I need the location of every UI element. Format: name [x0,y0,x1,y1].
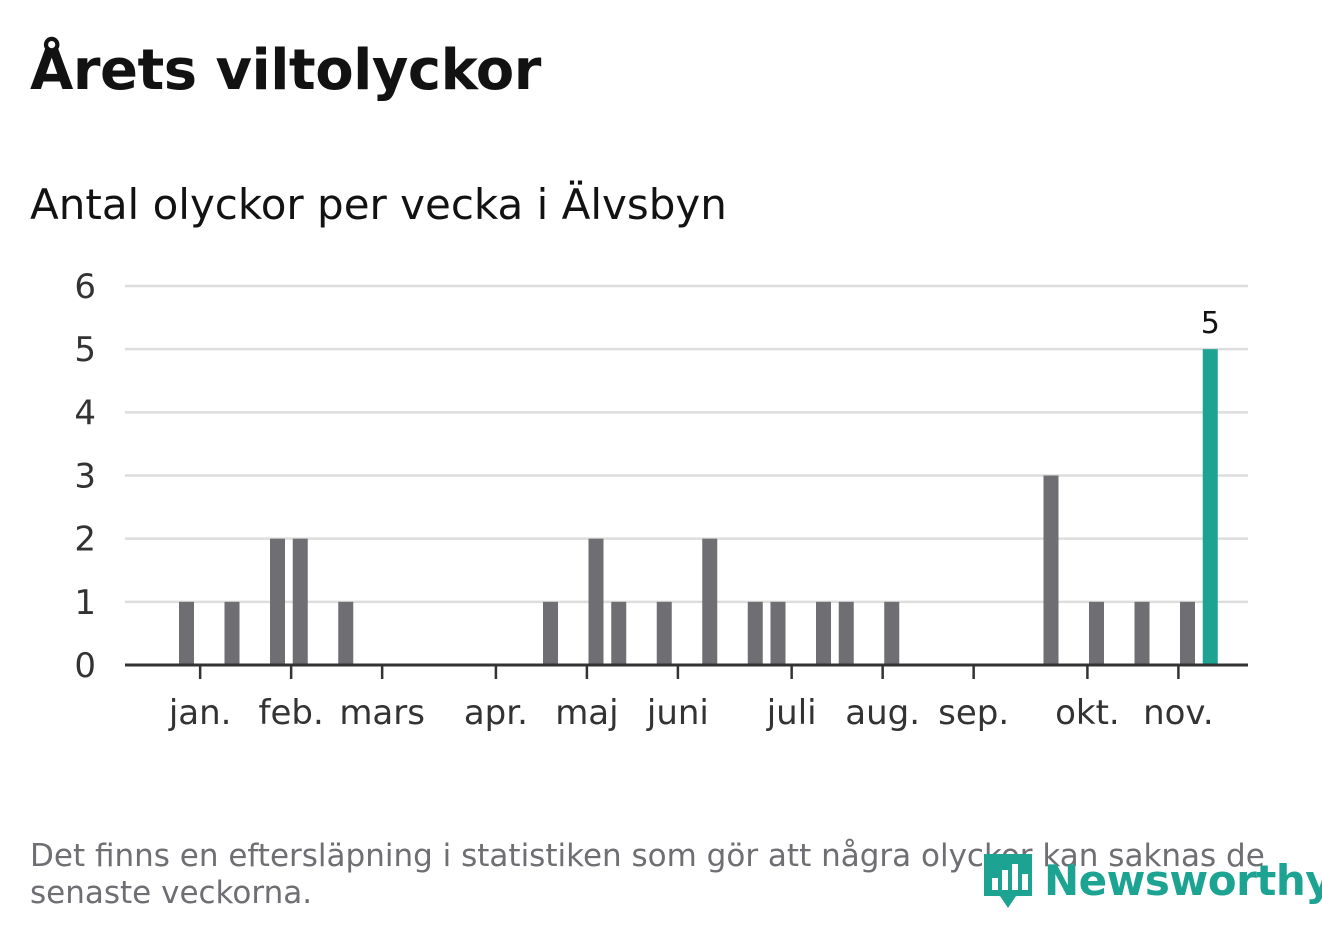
x-tick-label: okt. [1055,693,1120,733]
x-tick-label: sep. [938,693,1009,733]
y-tick-label: 1 [74,583,96,623]
x-tick-label: mars [339,693,425,733]
bar [1134,601,1150,665]
x-tick-label: juni [646,693,709,733]
y-tick-label: 2 [74,520,96,560]
newsworthy-logo: Newsworthy [980,848,1322,912]
newsworthy-logo-icon [984,854,1032,908]
y-tick-label: 4 [74,393,96,433]
x-tick-label: maj [555,693,618,733]
bar [702,538,718,665]
bar [338,601,354,665]
data-labels: 5 [1201,306,1220,341]
bar [179,601,194,665]
bar [770,601,786,665]
bar [292,538,308,665]
x-axis: jan. feb. mars apr. maj juni juli aug. sep. okt. n… [125,663,1248,733]
y-tick-label: 6 [74,267,96,307]
x-tick-label: jan. [168,693,232,733]
bar-highlight [1202,349,1218,665]
bar [588,538,604,665]
bar [1180,601,1195,665]
newsworthy-logo-text: Newsworthy [1044,855,1322,905]
bar [816,601,831,665]
x-tick-label: apr. [464,693,528,733]
chart-title: Årets viltolyckor [30,38,541,103]
data-label: 5 [1201,306,1220,341]
bar [747,601,763,665]
x-tick-label: aug. [845,693,920,733]
chart-subtitle: Antal olyckor per vecka i Älvsbyn [30,180,727,229]
bars [179,349,1218,665]
bar-chart: 0 1 2 3 4 5 6 jan. feb. mars apr. maj juni juli aug. s… [74,267,1248,733]
gridlines [125,284,1248,604]
y-tick-label: 0 [74,646,96,686]
x-tick-label: juli [766,693,817,733]
bar [838,601,854,665]
bar [1043,475,1059,665]
bar [543,601,558,665]
bar [656,601,672,665]
y-axis-ticks: 0 1 2 3 4 5 6 [74,267,96,686]
bar [224,601,240,665]
bar [884,601,900,665]
bar [611,601,627,665]
y-tick-label: 5 [74,330,96,370]
x-tick-label: nov. [1143,693,1214,733]
footnote: Det finns en eftersläpning i statistiken… [30,838,1265,911]
x-tick-label: feb. [259,693,324,733]
bar [270,538,285,665]
y-tick-label: 3 [74,457,96,497]
bar [1089,601,1104,665]
